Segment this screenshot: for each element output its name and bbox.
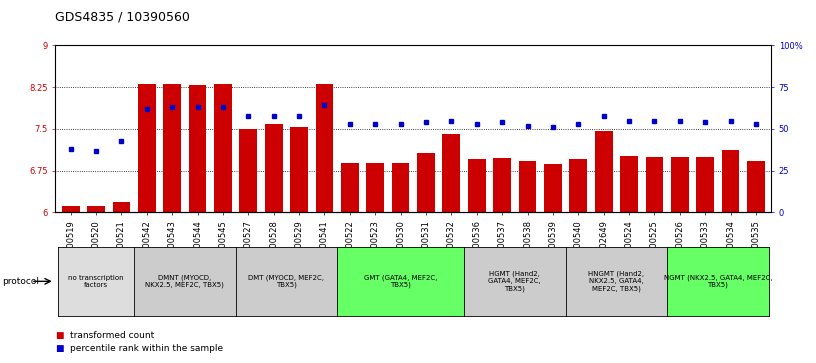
Bar (316, 84, 334, 212)
Text: HGMT (Hand2,
GATA4, MEF2C,
TBX5): HGMT (Hand2, GATA4, MEF2C, TBX5) (489, 271, 541, 292)
Text: HNGMT (Hand2,
NKX2.5, GATA4,
MEF2C, TBX5): HNGMT (Hand2, NKX2.5, GATA4, MEF2C, TBX5… (588, 271, 645, 292)
Bar (290, 127, 308, 212)
Bar (239, 129, 257, 212)
Text: DMNT (MYOCD,
NKX2.5, MEF2C, TBX5): DMNT (MYOCD, NKX2.5, MEF2C, TBX5) (145, 274, 224, 288)
Bar (721, 150, 739, 212)
Bar (595, 131, 613, 212)
Bar (570, 159, 588, 212)
Bar (645, 157, 663, 212)
Bar (163, 84, 181, 212)
Bar (493, 158, 511, 212)
Bar (62, 206, 80, 212)
Bar (442, 134, 460, 212)
Text: ■: ■ (55, 344, 64, 353)
Bar (265, 125, 282, 212)
Text: no transcription
factors: no transcription factors (69, 275, 124, 288)
Text: DMT (MYOCD, MEF2C,
TBX5): DMT (MYOCD, MEF2C, TBX5) (248, 274, 325, 288)
Bar (417, 153, 435, 212)
Bar (214, 84, 232, 212)
Bar (188, 85, 206, 212)
Text: NGMT (NKX2.5, GATA4, MEF2C,
TBX5): NGMT (NKX2.5, GATA4, MEF2C, TBX5) (663, 274, 772, 288)
Bar (341, 163, 359, 212)
Text: GDS4835 / 10390560: GDS4835 / 10390560 (55, 11, 190, 24)
Text: percentile rank within the sample: percentile rank within the sample (70, 344, 224, 353)
Bar (392, 163, 410, 212)
Bar (671, 157, 689, 212)
Text: GMT (GATA4, MEF2C,
TBX5): GMT (GATA4, MEF2C, TBX5) (364, 274, 437, 288)
Bar (696, 157, 714, 212)
Text: ■: ■ (55, 331, 64, 340)
Bar (620, 156, 638, 212)
Bar (747, 160, 765, 212)
Bar (138, 84, 156, 212)
Bar (87, 206, 105, 212)
Bar (468, 159, 486, 212)
Text: transformed count: transformed count (70, 331, 154, 340)
Text: protocol: protocol (2, 277, 38, 286)
Bar (519, 160, 536, 212)
Bar (113, 202, 131, 212)
Bar (544, 164, 561, 212)
Bar (366, 163, 384, 212)
